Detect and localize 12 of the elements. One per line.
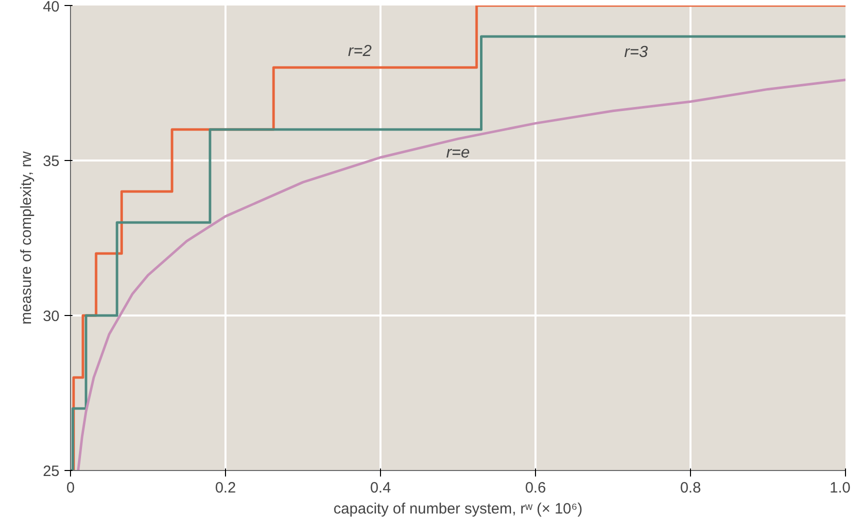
x-tick-label: 1.0 (830, 480, 851, 496)
y-tick-label: 35 (42, 153, 60, 170)
x-tick-label: 0.6 (525, 480, 546, 496)
y-tick-label: 25 (42, 463, 60, 480)
x-axis-title: capacity of number system, rʷ (× 10⁶) (334, 500, 582, 518)
y-tick-label: 40 (42, 0, 60, 16)
x-tick-label: 0 (66, 480, 75, 496)
x-tick-label: 0.4 (370, 480, 391, 496)
y-axis-title: measure of complexity, rw (18, 151, 35, 325)
x-tick-label: 0.2 (215, 480, 236, 496)
y-tick-label: 30 (42, 308, 60, 325)
x-tick-label: 0.8 (680, 480, 701, 496)
